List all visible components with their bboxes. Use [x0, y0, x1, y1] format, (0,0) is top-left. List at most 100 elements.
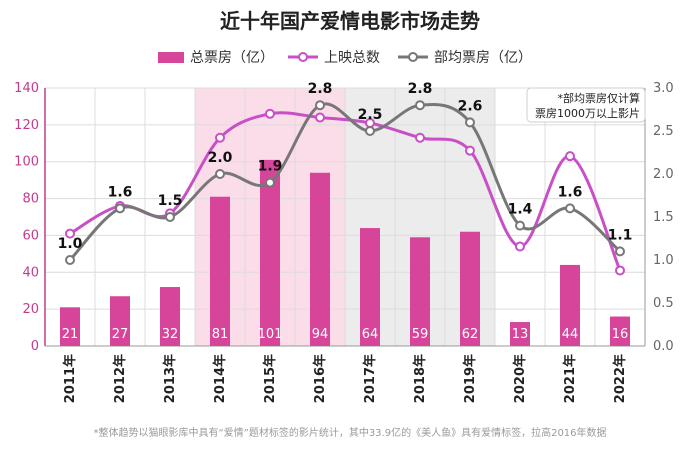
- release-count-point-2019年: [465, 145, 475, 156]
- legend-label-release-count: 上映总数: [324, 50, 380, 66]
- bar-value-label: 62: [462, 327, 479, 342]
- bar-value-label: 27: [112, 327, 129, 342]
- x-tick-label: 2016年: [312, 354, 328, 403]
- x-tick-label: 2018年: [412, 354, 428, 403]
- bar-value-label: 13: [512, 327, 529, 342]
- x-tick-label: 2020年: [512, 354, 528, 403]
- y-right-tick-label: 3.0: [653, 81, 674, 96]
- legend-label-avg-box-office: 部均票房（亿）: [434, 50, 532, 66]
- bar-value-label: 16: [612, 327, 629, 342]
- avg-box-office-value-label: 1.0: [58, 236, 83, 252]
- legend: 总票房（亿） 上映总数 部均票房（亿）: [158, 50, 532, 66]
- bar-2015年: [260, 159, 280, 346]
- bar-2019年: [460, 231, 480, 346]
- y-right-tick-label: 0.0: [653, 339, 674, 354]
- x-tick-label: 2011年: [62, 354, 78, 403]
- release-count-point-2020年: [515, 241, 525, 252]
- x-tick-label: 2022年: [612, 354, 628, 403]
- bar-value-label: 21: [62, 327, 79, 342]
- avg-box-office-value-label: 2.8: [308, 81, 333, 97]
- bar-2016年: [310, 172, 330, 346]
- bar-value-label: 44: [562, 327, 579, 342]
- avg-box-office-point-2016年: [315, 100, 325, 111]
- y-left-tick-label: 20: [22, 302, 39, 317]
- bar-2011年: [60, 307, 80, 346]
- bar-2021年: [560, 264, 580, 346]
- footnote: *整体趋势以猫眼影库中具有“爱情”题材标签的影片统计，其中33.9亿的《美人鱼》…: [93, 426, 606, 439]
- avg-box-office-point-2021年: [565, 203, 575, 214]
- y-right-tick-label: 2.0: [653, 167, 674, 182]
- y-left-tick-label: 40: [22, 265, 39, 280]
- avg-box-office-value-label: 1.1: [608, 227, 633, 243]
- avg-box-office-line: [65, 100, 625, 265]
- y-left-tick-label: 140: [14, 81, 39, 96]
- bar-value-label: 101: [258, 327, 283, 342]
- avg-box-office-point-2019年: [465, 117, 475, 128]
- x-tick-label: 2021年: [562, 354, 578, 403]
- bar-value-label: 32: [162, 327, 179, 342]
- note-box: *部均票房仅计算 票房1000万以上影片: [526, 87, 646, 123]
- avg-box-office-value-label: 1.5: [158, 193, 183, 209]
- avg-box-office-labels: 1.0 1.6 1.5 2.0 1.9 2.8 2.5 2.8 2.6 1.4 1.6 1.1: [58, 81, 633, 252]
- avg-box-office-value-label: 1.4: [508, 202, 533, 218]
- avg-box-office-point-2013年: [165, 212, 175, 222]
- x-tick-label: 2017年: [362, 354, 378, 403]
- axes: 0 20 40 60 80 100 120 140 0.0 0.5 1.0 1.5 2.0 2.5 3.0: [14, 81, 674, 354]
- avg-box-office-point-2014年: [215, 169, 225, 179]
- bar-2018年: [410, 237, 430, 346]
- bar-value-label: 59: [412, 327, 429, 342]
- bar-value-label: 94: [312, 327, 329, 342]
- bar-value-label: 81: [212, 327, 229, 342]
- avg-box-office-point-2022年: [615, 246, 625, 257]
- y-right-tick-label: 1.0: [653, 253, 674, 268]
- legend-marker-release-count: [298, 52, 308, 62]
- release-count-point-2011年: [65, 228, 75, 239]
- avg-box-office-value-label: 2.0: [208, 150, 233, 166]
- y-left-tick-label: 60: [22, 228, 39, 243]
- y-right-tick-label: 2.5: [653, 124, 674, 139]
- legend-label-total-box-office: 总票房（亿）: [190, 50, 274, 66]
- x-tick-label: 2013年: [162, 354, 178, 403]
- chart-title: 近十年国产爱情电影市场走势: [220, 9, 480, 33]
- bars: [60, 159, 630, 346]
- avg-box-office-value-label: 1.6: [558, 184, 583, 200]
- release-count-point-2018年: [415, 132, 425, 143]
- y-left-tick-label: 80: [22, 192, 39, 207]
- release-count-point-2021年: [565, 151, 575, 162]
- avg-box-office-value-label: 1.9: [258, 159, 283, 175]
- avg-box-office-point-2015年: [265, 177, 275, 188]
- y-left-tick-label: 0: [31, 339, 39, 354]
- note-line-1: *部均票房仅计算: [558, 91, 641, 105]
- x-tick-label: 2015年: [262, 354, 278, 403]
- y-left-tick-label: 100: [14, 155, 39, 170]
- bar-2022年: [610, 316, 630, 346]
- x-tick-label: 2014年: [212, 354, 228, 403]
- avg-box-office-value-label: 2.8: [408, 81, 433, 97]
- avg-box-office-point-2018年: [415, 100, 425, 111]
- avg-box-office-value-label: 2.6: [458, 98, 483, 114]
- bar-2020年: [510, 322, 530, 346]
- bar-2012年: [110, 296, 130, 346]
- avg-box-office-point-2017年: [365, 126, 375, 136]
- note-line-2: 票房1000万以上影片: [535, 107, 640, 120]
- legend-swatch-total-box-office: [158, 52, 184, 63]
- x-axis-categories: 2011年 2012年 2013年 2014年 2015年 2016年 2017年 2018年…: [62, 354, 628, 403]
- x-tick-label: 2019年: [462, 354, 478, 403]
- bar-2013年: [160, 287, 180, 346]
- release-count-point-2014年: [215, 132, 225, 143]
- release-count-point-2022年: [615, 265, 625, 276]
- x-tick-label: 2012年: [112, 354, 128, 403]
- bar-value-label: 64: [362, 327, 379, 342]
- gridlines: [44, 87, 646, 347]
- release-count-point-2016年: [315, 112, 325, 123]
- y-left-tick-label: 120: [14, 118, 39, 133]
- y-right-tick-label: 0.5: [653, 296, 674, 311]
- avg-box-office-point-2011年: [65, 255, 75, 265]
- bar-labels: 21 27 32 81 101 94 64 59 62 13 44 16: [62, 327, 629, 342]
- bar-2014年: [210, 196, 230, 346]
- release-count-point-2015年: [265, 108, 275, 119]
- avg-box-office-point-2012年: [115, 203, 125, 214]
- y-right-tick-label: 1.5: [653, 210, 674, 225]
